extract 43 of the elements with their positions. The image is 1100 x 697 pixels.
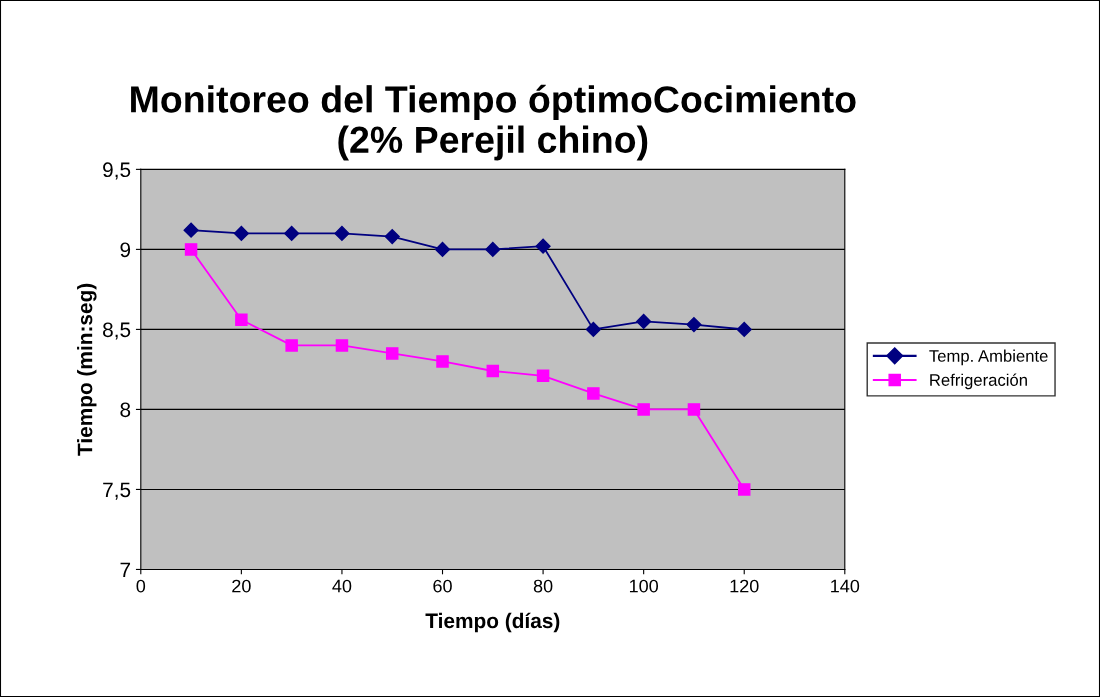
- x-tick-label: 100: [629, 579, 659, 593]
- point: [436, 355, 449, 368]
- chart-title: Monitoreo del Tiempo óptimoCocimiento (2% Perejil chino): [131, 84, 856, 161]
- y-tick-label: 9,5: [103, 162, 131, 180]
- point: [384, 229, 400, 245]
- y-tick-label: 7,5: [103, 482, 131, 500]
- y-tick-label: 9: [120, 242, 131, 258]
- point: [736, 321, 752, 337]
- point: [284, 225, 300, 241]
- point: [585, 321, 601, 337]
- x-tick-label: 0: [136, 579, 146, 593]
- y-tick-label: 7: [120, 562, 131, 577]
- y-tick-label: 8: [120, 402, 131, 418]
- x-axis-title: Tiempo (días): [425, 612, 560, 633]
- point: [637, 403, 650, 416]
- point: [335, 339, 349, 352]
- point: [536, 369, 550, 383]
- point: [737, 483, 751, 496]
- point: [184, 243, 198, 256]
- point: [334, 225, 350, 241]
- point: [535, 238, 551, 254]
- point: [686, 317, 702, 333]
- x-tick-label: 140: [831, 579, 860, 593]
- legend-label: Refrigeración: [930, 373, 1027, 390]
- legend-label: Temp. Ambiente: [929, 349, 1048, 366]
- point: [485, 241, 501, 257]
- x-tick-label: 60: [433, 579, 452, 593]
- point: [385, 347, 399, 360]
- x-tick-label: 80: [533, 579, 553, 593]
- point: [183, 222, 199, 238]
- point: [434, 241, 451, 257]
- point: [285, 339, 298, 352]
- point: [587, 387, 600, 400]
- point: [687, 403, 701, 416]
- point: [233, 225, 249, 241]
- point: [486, 364, 500, 378]
- x-tick-label: 20: [232, 579, 251, 593]
- x-tick-label: 40: [332, 579, 352, 593]
- point: [636, 313, 652, 329]
- y-axis-title: Tiempo (min:seg): [77, 283, 97, 456]
- point: [235, 313, 248, 327]
- x-tick-label: 120: [730, 579, 759, 593]
- y-tick-label: 8,5: [103, 322, 131, 340]
